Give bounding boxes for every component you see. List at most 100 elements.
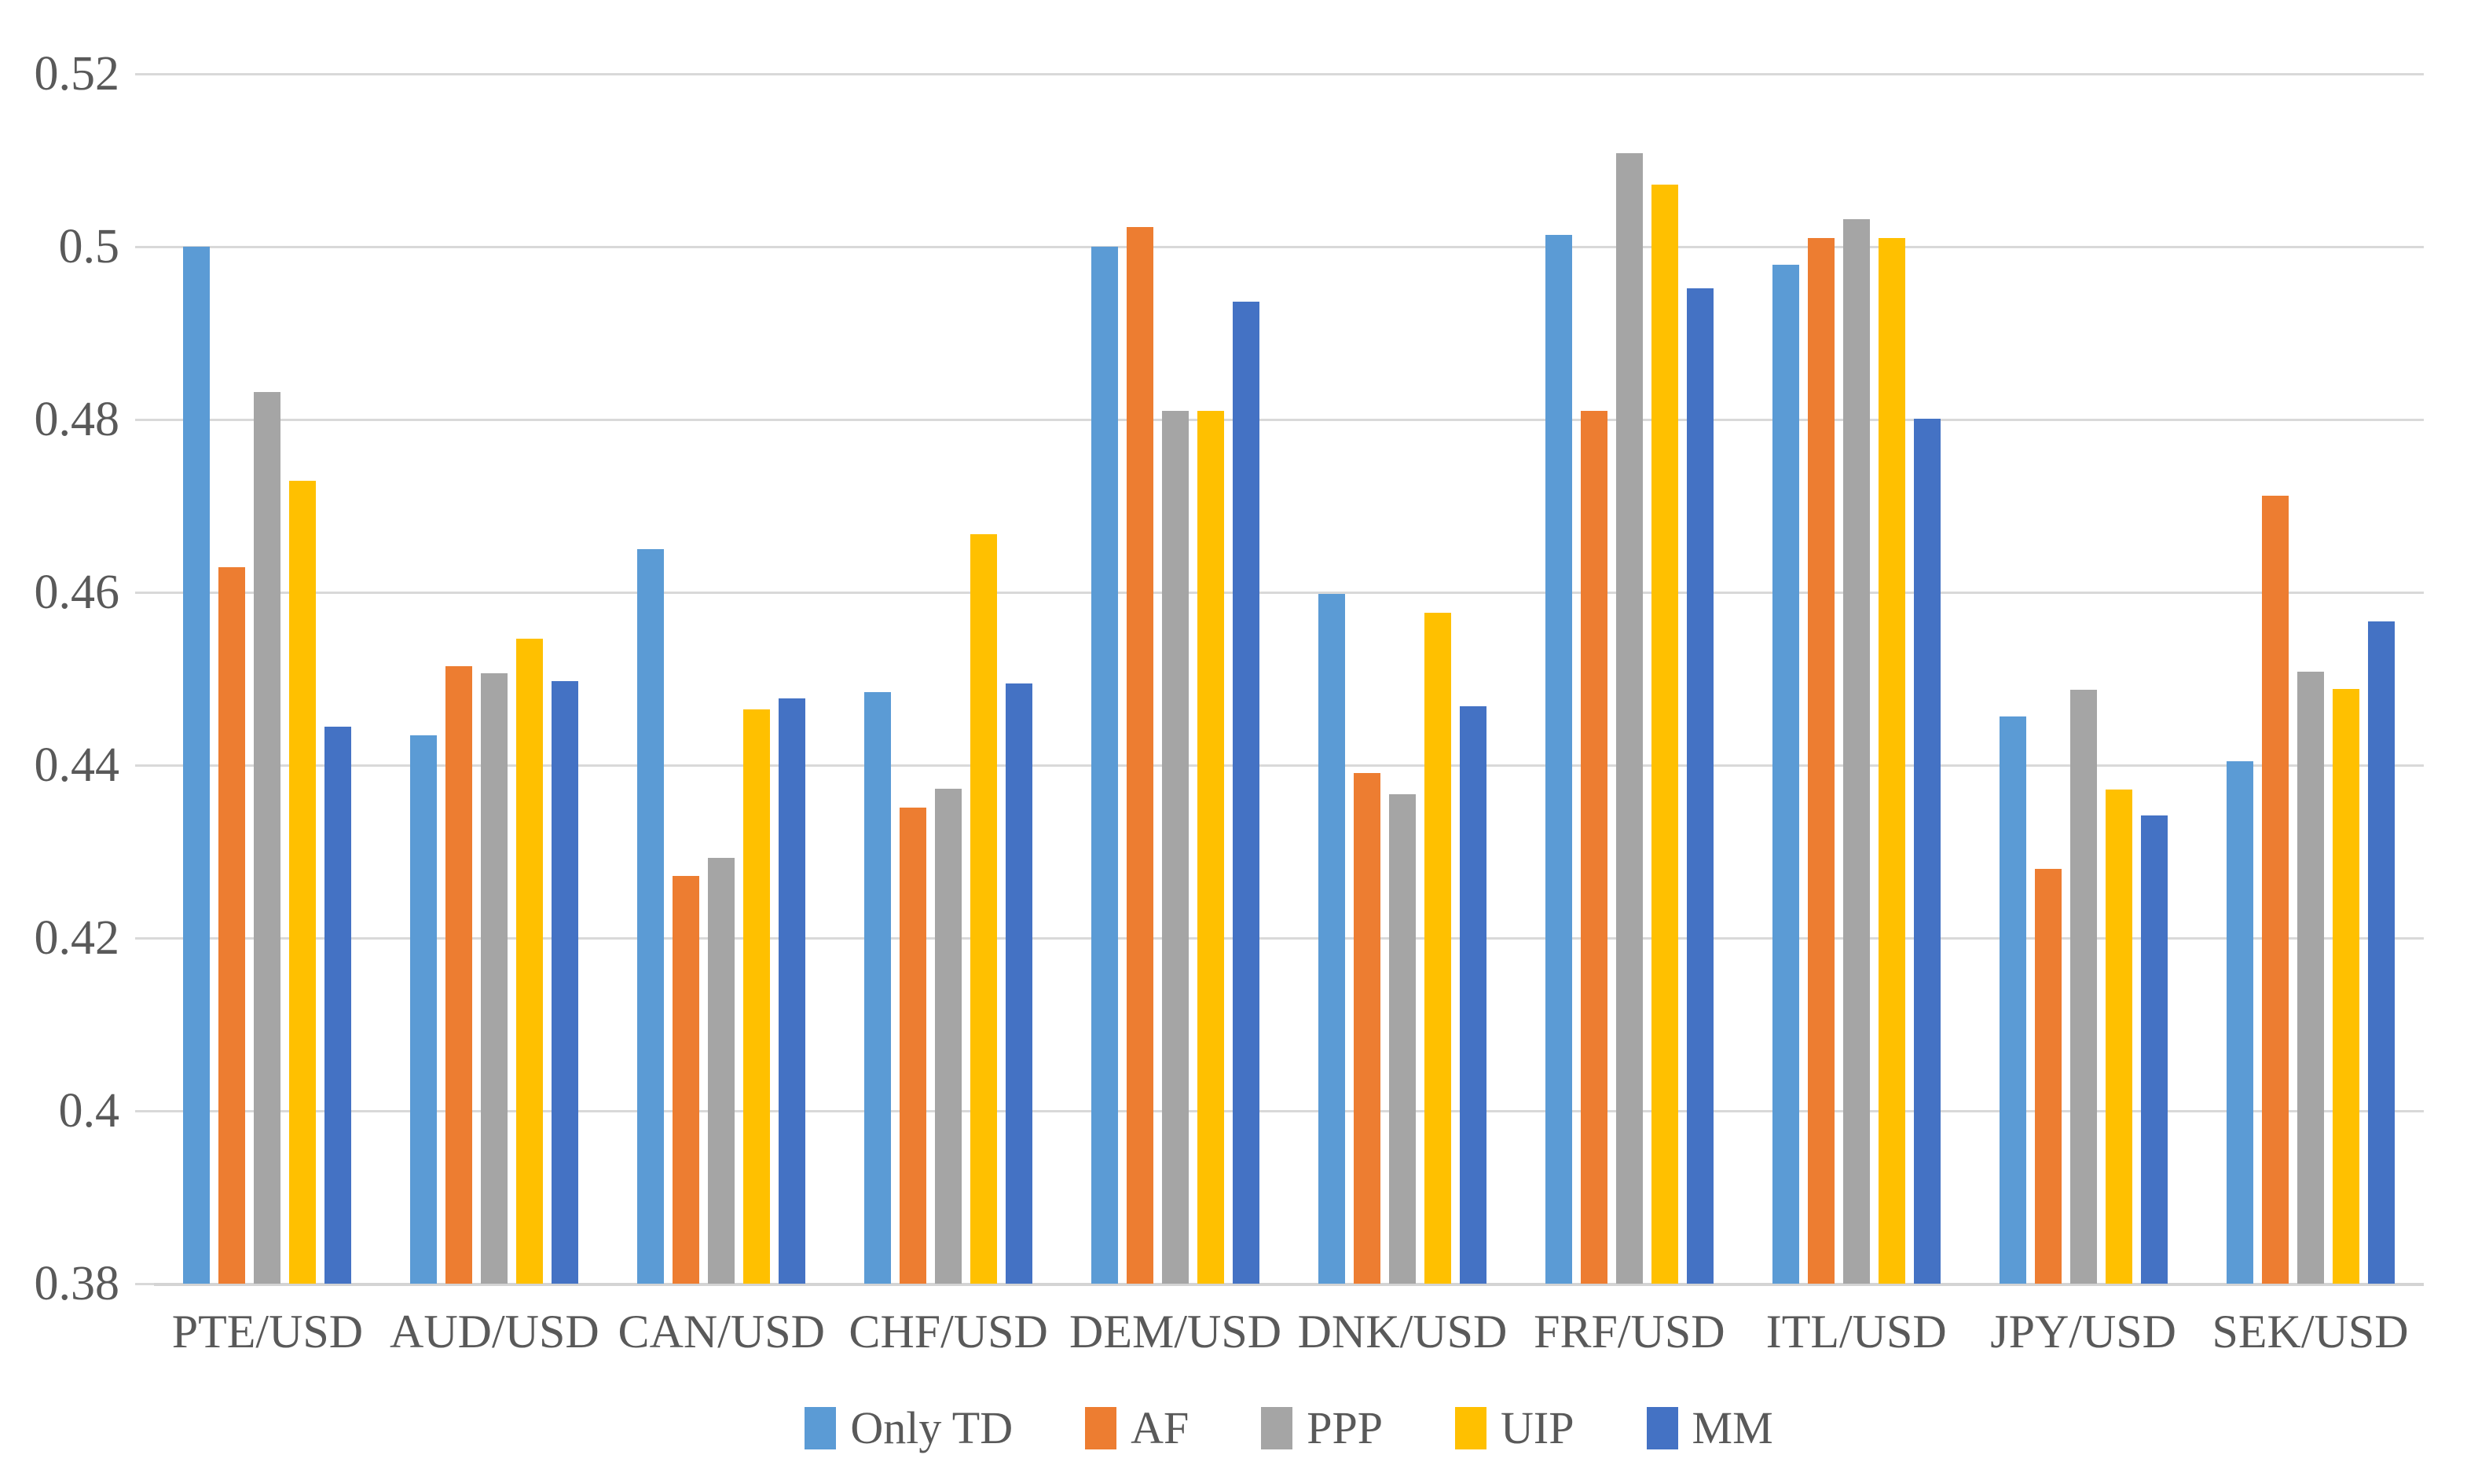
legend-label: AF (1131, 1402, 1190, 1453)
bar-mm (2140, 815, 2168, 1284)
bar-af (1580, 411, 1607, 1284)
bar-group-itl (1743, 74, 1970, 1284)
x-category-label: SEK/USD (2212, 1306, 2409, 1358)
y-tick-mark (135, 246, 154, 248)
bar-group-sek (2197, 74, 2424, 1284)
bar-only-td (1091, 247, 1119, 1284)
bar-uip (743, 709, 771, 1284)
x-category-label: JPY/USD (1990, 1306, 2176, 1358)
bar-ppp (2297, 672, 2324, 1284)
bar-group-can (608, 74, 835, 1284)
legend-marker-icon (1085, 1407, 1117, 1449)
gridline (154, 73, 2424, 75)
bar-af (218, 567, 246, 1284)
bar-ppp (2069, 690, 2097, 1284)
bar-group-frf (1516, 74, 1743, 1284)
x-category-label: ITL/USD (1765, 1306, 1947, 1358)
bar-only-td (637, 549, 665, 1284)
y-tick-label: 0.44 (34, 738, 120, 792)
bar-only-td (183, 247, 211, 1284)
y-tick-label: 0.38 (34, 1257, 120, 1310)
y-tick-label: 0.52 (34, 47, 120, 101)
bar-uip (289, 481, 317, 1284)
legend: Only TD AF PPP UIP MM (154, 1397, 2424, 1460)
bar-uip (1878, 238, 1905, 1284)
gridline (154, 592, 2424, 594)
bar-mm (1233, 302, 1260, 1284)
x-category-label: AUD/USD (389, 1306, 599, 1358)
gridline (154, 1110, 2424, 1112)
bar-group-jpy (1970, 74, 2197, 1284)
y-tick-label: 0.48 (34, 393, 120, 446)
legend-label: MM (1692, 1402, 1773, 1453)
bar-af (1127, 226, 1154, 1284)
y-tick-mark (135, 937, 154, 940)
bar-only-td (410, 735, 438, 1284)
plot-area (154, 73, 2424, 1286)
x-category-label: CHF/USD (849, 1306, 1048, 1358)
y-tick-label: 0.5 (58, 220, 120, 273)
bar-mm (1006, 683, 1033, 1284)
bar-uip (516, 639, 544, 1284)
bar-uip (1651, 184, 1678, 1284)
x-category-label: FRF/USD (1534, 1306, 1725, 1358)
bar-ppp (481, 673, 508, 1284)
y-tick-mark (135, 764, 154, 767)
x-category-label: DEM/USD (1069, 1306, 1282, 1358)
bar-af (1353, 772, 1380, 1284)
bar-mm (324, 726, 352, 1284)
legend-item-only-td: Only TD (805, 1404, 1013, 1453)
bar-group-pte (154, 74, 381, 1284)
y-tick-mark (135, 1283, 154, 1285)
bar-ppp (1842, 218, 1870, 1284)
x-category-label: PTE/USD (171, 1306, 364, 1358)
bar-uip (2105, 789, 2132, 1284)
bar-mm (779, 698, 806, 1284)
legend-item-ppp: PPP (1261, 1404, 1383, 1453)
bar-uip (1197, 411, 1225, 1284)
bar-group-dem (1062, 74, 1289, 1284)
gridline (154, 764, 2424, 767)
bar-ppp (708, 857, 735, 1284)
bar-only-td (1772, 265, 1799, 1284)
bar-only-td (2226, 760, 2253, 1284)
bar-only-td (1999, 716, 2026, 1284)
bar-af (900, 807, 927, 1284)
y-tick-label: 0.4 (58, 1084, 120, 1138)
bar-uip (1424, 613, 1451, 1284)
legend-label: PPP (1307, 1402, 1384, 1453)
bar-only-td (864, 691, 892, 1284)
gridline (154, 419, 2424, 421)
bar-ppp (1388, 794, 1416, 1284)
bar-mm (1459, 706, 1486, 1284)
y-tick-label: 0.46 (34, 566, 120, 619)
x-category-label: CAN/USD (618, 1306, 825, 1358)
bar-ppp (1162, 411, 1190, 1284)
y-tick-label: 0.42 (34, 911, 120, 965)
bar-group-chf (835, 74, 1062, 1284)
bar-ppp (1615, 153, 1643, 1284)
bar-af (2034, 869, 2062, 1284)
bar-ppp (935, 788, 962, 1284)
bar-mm (1686, 288, 1714, 1284)
bar-mm (552, 681, 579, 1284)
bar-mm (1913, 418, 1941, 1284)
gridline (154, 246, 2424, 248)
x-axis-line (154, 1283, 2424, 1286)
y-tick-mark (135, 73, 154, 75)
bar-mm (2367, 621, 2395, 1284)
bar-af (445, 665, 473, 1284)
y-tick-mark (135, 592, 154, 594)
legend-item-af: AF (1085, 1404, 1189, 1453)
legend-marker-icon (1261, 1407, 1293, 1449)
y-tick-mark (135, 1110, 154, 1112)
bar-uip (2332, 689, 2359, 1284)
bar-ppp (254, 391, 281, 1284)
x-category-label: DNK/USD (1297, 1306, 1508, 1358)
legend-label: Only TD (850, 1402, 1014, 1453)
bar-only-td (1318, 594, 1345, 1284)
bar-uip (970, 534, 998, 1284)
gridline (154, 937, 2424, 940)
legend-marker-icon (1455, 1407, 1487, 1449)
bar-af (2261, 495, 2289, 1284)
